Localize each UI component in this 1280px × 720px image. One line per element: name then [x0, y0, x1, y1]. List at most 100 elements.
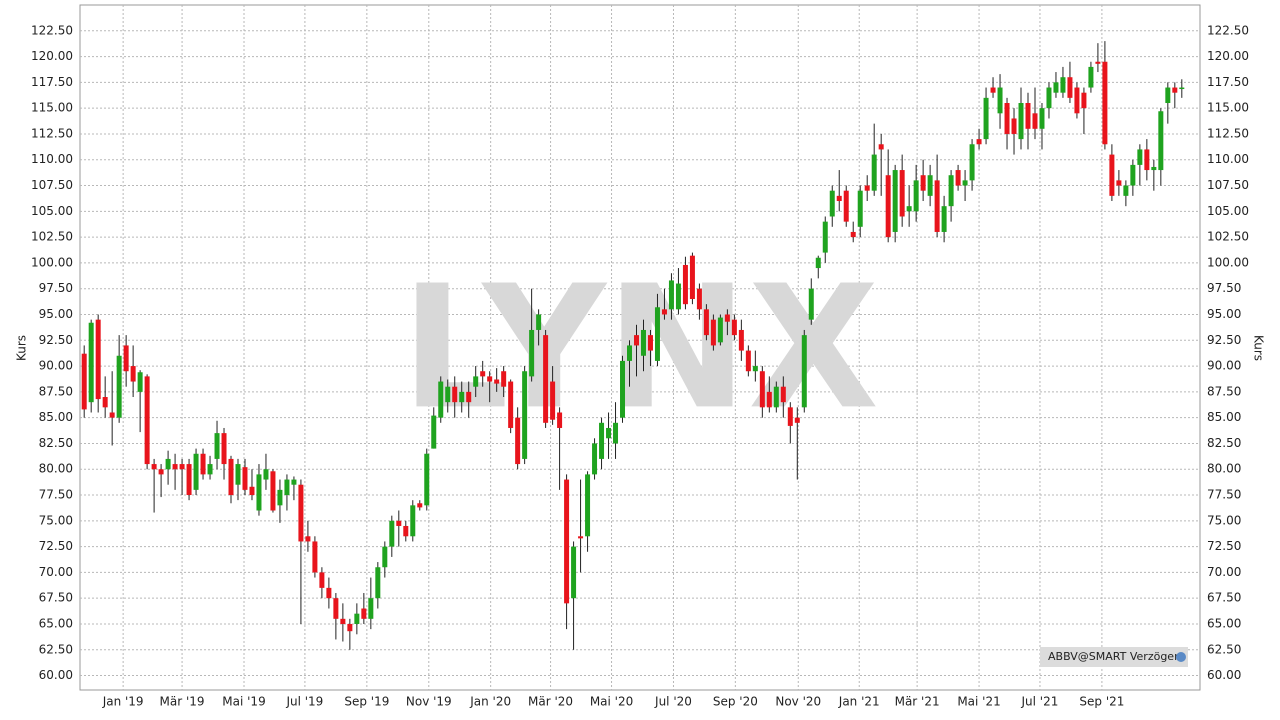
y-tick-label: 90.00	[39, 359, 73, 373]
y2-tick-label: 117.50	[1207, 75, 1249, 89]
y2-tick-label: 62.50	[1207, 642, 1241, 656]
candle-body	[473, 376, 479, 387]
y2-axis-label: Kurs	[1252, 335, 1266, 361]
candle-body	[221, 433, 227, 465]
y-tick-label: 60.00	[39, 668, 73, 682]
candle-body	[522, 371, 528, 459]
candle-body	[780, 386, 786, 403]
x-tick-label: Jul '20	[654, 695, 692, 709]
y2-tick-label: 65.00	[1207, 616, 1241, 630]
badge-icon	[1176, 652, 1186, 662]
candle-body	[396, 520, 402, 526]
y2-tick-label: 97.50	[1207, 281, 1241, 295]
candle-body	[976, 139, 982, 145]
candle-body	[585, 474, 591, 537]
candle-body	[529, 329, 535, 377]
candle-body	[1088, 66, 1094, 88]
candle-body	[102, 397, 108, 408]
y-tick-label: 117.50	[31, 75, 73, 89]
y-tick-label: 97.50	[39, 281, 73, 295]
x-tick-label: Sep '19	[344, 695, 389, 709]
candle-body	[620, 360, 626, 418]
candle-body	[382, 546, 388, 568]
x-tick-label: Jan '20	[469, 695, 511, 709]
candle-body	[766, 391, 772, 408]
candle-body	[564, 479, 570, 604]
candle-body	[305, 536, 311, 542]
candle-body	[738, 329, 744, 351]
candle-body	[368, 598, 374, 619]
candle-body	[1039, 108, 1045, 129]
candle-body	[389, 520, 395, 547]
y2-tick-label: 112.50	[1207, 126, 1249, 140]
candle-body	[969, 144, 975, 181]
candle-body	[787, 407, 793, 426]
candle-body	[508, 381, 514, 428]
candle-body	[1137, 149, 1143, 165]
y2-tick-label: 77.50	[1207, 488, 1241, 502]
candle-body	[913, 180, 919, 212]
candle-body	[1151, 166, 1157, 171]
candle-body	[850, 231, 856, 238]
candle-body	[892, 170, 898, 232]
y-tick-label: 100.00	[31, 255, 73, 269]
y2-tick-label: 92.50	[1207, 333, 1241, 347]
x-tick-label: Mai '21	[957, 695, 1000, 709]
candle-body	[109, 412, 115, 418]
x-tick-label: Jan '21	[838, 695, 880, 709]
candle-body	[640, 329, 646, 356]
y2-tick-label: 70.00	[1207, 565, 1241, 579]
candle-body	[927, 175, 933, 196]
candle-body	[668, 280, 674, 310]
y-tick-label: 85.00	[39, 410, 73, 424]
candle-body	[759, 371, 765, 408]
y2-tick-label: 72.50	[1207, 539, 1241, 553]
candle-body	[347, 623, 353, 632]
candle-body	[214, 433, 220, 459]
candle-body	[1018, 103, 1024, 140]
y2-tick-label: 120.00	[1207, 49, 1249, 63]
y2-tick-label: 75.00	[1207, 513, 1241, 527]
candle-body	[543, 335, 549, 423]
candle-body	[333, 598, 339, 619]
x-tick-label: Sep '21	[1079, 695, 1124, 709]
candle-body	[829, 190, 835, 217]
candle-body	[417, 503, 423, 508]
candle-body	[144, 376, 150, 465]
candle-body	[326, 587, 332, 599]
y-tick-label: 77.50	[39, 488, 73, 502]
candle-body	[1095, 61, 1101, 64]
y-tick-label: 72.50	[39, 539, 73, 553]
candle-body	[277, 489, 283, 506]
y2-tick-label: 105.00	[1207, 204, 1249, 218]
candle-body	[480, 371, 486, 377]
candle-body	[354, 613, 360, 624]
candle-body	[1130, 164, 1136, 186]
candle-body	[885, 175, 891, 238]
candle-body	[794, 417, 800, 423]
candle-body	[1165, 87, 1171, 104]
y-tick-label: 80.00	[39, 462, 73, 476]
candle-body	[466, 391, 472, 403]
candle-body	[1053, 82, 1059, 93]
candle-body	[578, 536, 584, 539]
y2-tick-label: 102.50	[1207, 230, 1249, 244]
candle-body	[920, 175, 926, 191]
badge: ABBV@SMART Verzögert	[1048, 650, 1184, 663]
candle-body	[745, 350, 751, 372]
candle-body	[361, 608, 367, 619]
candle-body	[263, 469, 269, 480]
x-tick-label: Mär '20	[528, 695, 573, 709]
candle-body	[997, 87, 1003, 114]
candle-body	[557, 412, 563, 428]
candle-body	[242, 467, 248, 490]
candle-body	[654, 307, 660, 361]
y-tick-label: 112.50	[31, 126, 73, 140]
watermark: LYNX	[401, 249, 879, 447]
candle-body	[494, 379, 500, 384]
y2-tick-label: 85.00	[1207, 410, 1241, 424]
y-tick-label: 95.00	[39, 307, 73, 321]
candle-body	[256, 474, 262, 511]
candle-body	[717, 317, 723, 343]
